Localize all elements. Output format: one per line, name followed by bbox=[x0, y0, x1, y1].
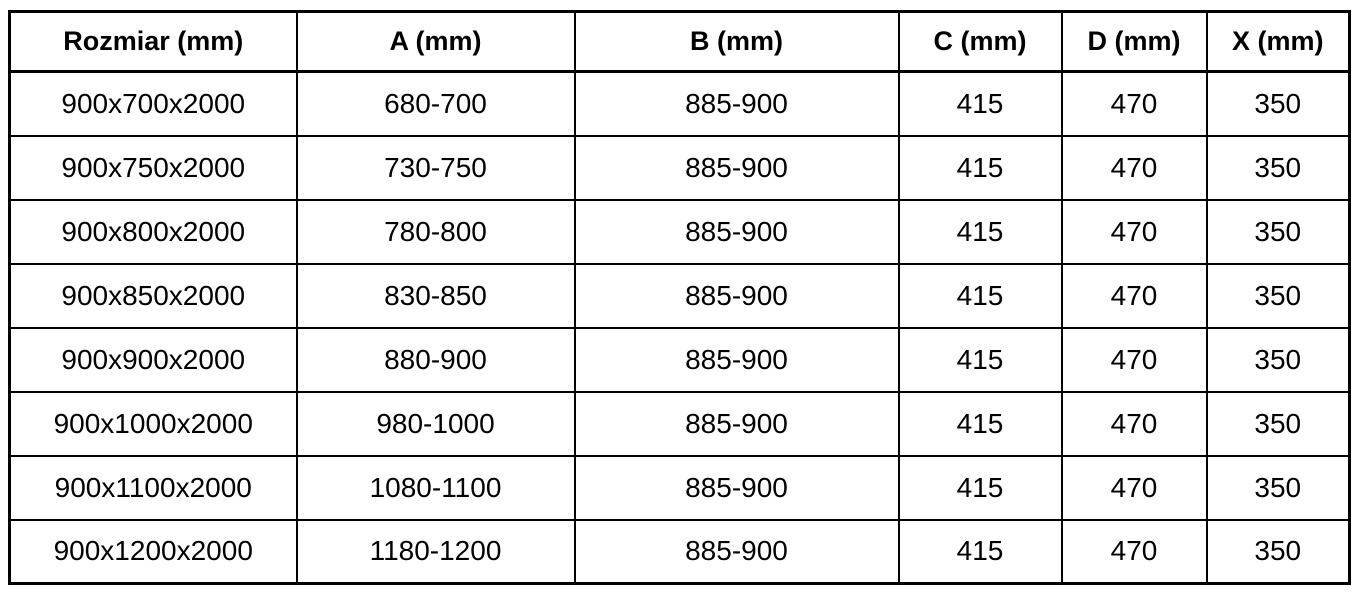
column-header: B (mm) bbox=[573, 10, 900, 73]
spec-table-container: Rozmiar (mm) A (mm) B (mm) C (mm) D (mm) X (m… bbox=[8, 10, 1351, 585]
table-cell: 830-850 bbox=[295, 262, 576, 329]
table-cell: 885-900 bbox=[573, 390, 900, 457]
table-cell: 350 bbox=[1205, 262, 1351, 329]
table-cell: 980-1000 bbox=[295, 390, 576, 457]
table-cell: 415 bbox=[897, 70, 1063, 137]
table-cell: 900x750x2000 bbox=[8, 134, 298, 201]
column-header: A (mm) bbox=[295, 10, 576, 73]
table-row: 900x700x2000 680-700 885-900 415 470 350 bbox=[8, 70, 1351, 137]
table-row: 900x800x2000 780-800 885-900 415 470 350 bbox=[8, 198, 1351, 265]
table-cell: 470 bbox=[1060, 262, 1208, 329]
table-cell: 900x700x2000 bbox=[8, 70, 298, 137]
table-cell: 415 bbox=[897, 198, 1063, 265]
table-cell: 415 bbox=[897, 518, 1063, 585]
table-cell: 415 bbox=[897, 262, 1063, 329]
table-cell: 885-900 bbox=[573, 262, 900, 329]
table-cell: 885-900 bbox=[573, 134, 900, 201]
table-body: 900x700x2000 680-700 885-900 415 470 350 900x7… bbox=[8, 70, 1351, 585]
table-cell: 900x800x2000 bbox=[8, 198, 298, 265]
column-header: C (mm) bbox=[897, 10, 1063, 73]
table-row: 900x1000x2000 980-1000 885-900 415 470 350 bbox=[8, 390, 1351, 457]
column-header: Rozmiar (mm) bbox=[8, 10, 298, 73]
table-cell: 900x1200x2000 bbox=[8, 518, 298, 585]
table-cell: 680-700 bbox=[295, 70, 576, 137]
table-cell: 1080-1100 bbox=[295, 454, 576, 521]
table-cell: 350 bbox=[1205, 518, 1351, 585]
table-cell: 470 bbox=[1060, 198, 1208, 265]
table-row: 900x750x2000 730-750 885-900 415 470 350 bbox=[8, 134, 1351, 201]
table-cell: 900x1100x2000 bbox=[8, 454, 298, 521]
table-cell: 350 bbox=[1205, 390, 1351, 457]
table-row: 900x850x2000 830-850 885-900 415 470 350 bbox=[8, 262, 1351, 329]
table-cell: 470 bbox=[1060, 326, 1208, 393]
table-cell: 470 bbox=[1060, 70, 1208, 137]
table-cell: 900x850x2000 bbox=[8, 262, 298, 329]
table-cell: 470 bbox=[1060, 518, 1208, 585]
table-cell: 780-800 bbox=[295, 198, 576, 265]
table-cell: 1180-1200 bbox=[295, 518, 576, 585]
table-cell: 415 bbox=[897, 326, 1063, 393]
table-cell: 885-900 bbox=[573, 518, 900, 585]
size-spec-table: Rozmiar (mm) A (mm) B (mm) C (mm) D (mm) X (m… bbox=[8, 10, 1351, 585]
table-cell: 350 bbox=[1205, 198, 1351, 265]
table-cell: 350 bbox=[1205, 134, 1351, 201]
table-cell: 885-900 bbox=[573, 198, 900, 265]
header-row: Rozmiar (mm) A (mm) B (mm) C (mm) D (mm) X (m… bbox=[8, 10, 1351, 73]
table-cell: 415 bbox=[897, 390, 1063, 457]
table-cell: 885-900 bbox=[573, 326, 900, 393]
table-cell: 885-900 bbox=[573, 70, 900, 137]
table-cell: 730-750 bbox=[295, 134, 576, 201]
table-cell: 350 bbox=[1205, 454, 1351, 521]
table-row: 900x1100x2000 1080-1100 885-900 415 470 350 bbox=[8, 454, 1351, 521]
table-cell: 880-900 bbox=[295, 326, 576, 393]
table-cell: 470 bbox=[1060, 454, 1208, 521]
table-cell: 470 bbox=[1060, 390, 1208, 457]
table-cell: 415 bbox=[897, 454, 1063, 521]
table-cell: 900x900x2000 bbox=[8, 326, 298, 393]
column-header: D (mm) bbox=[1060, 10, 1208, 73]
table-cell: 350 bbox=[1205, 326, 1351, 393]
table-cell: 470 bbox=[1060, 134, 1208, 201]
column-header: X (mm) bbox=[1205, 10, 1351, 73]
table-row: 900x1200x2000 1180-1200 885-900 415 470 350 bbox=[8, 518, 1351, 585]
table-cell: 885-900 bbox=[573, 454, 900, 521]
table-cell: 900x1000x2000 bbox=[8, 390, 298, 457]
table-row: 900x900x2000 880-900 885-900 415 470 350 bbox=[8, 326, 1351, 393]
table-cell: 415 bbox=[897, 134, 1063, 201]
table-cell: 350 bbox=[1205, 70, 1351, 137]
